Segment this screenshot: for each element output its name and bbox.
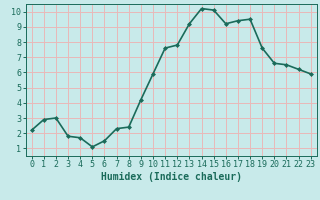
X-axis label: Humidex (Indice chaleur): Humidex (Indice chaleur) <box>101 172 242 182</box>
